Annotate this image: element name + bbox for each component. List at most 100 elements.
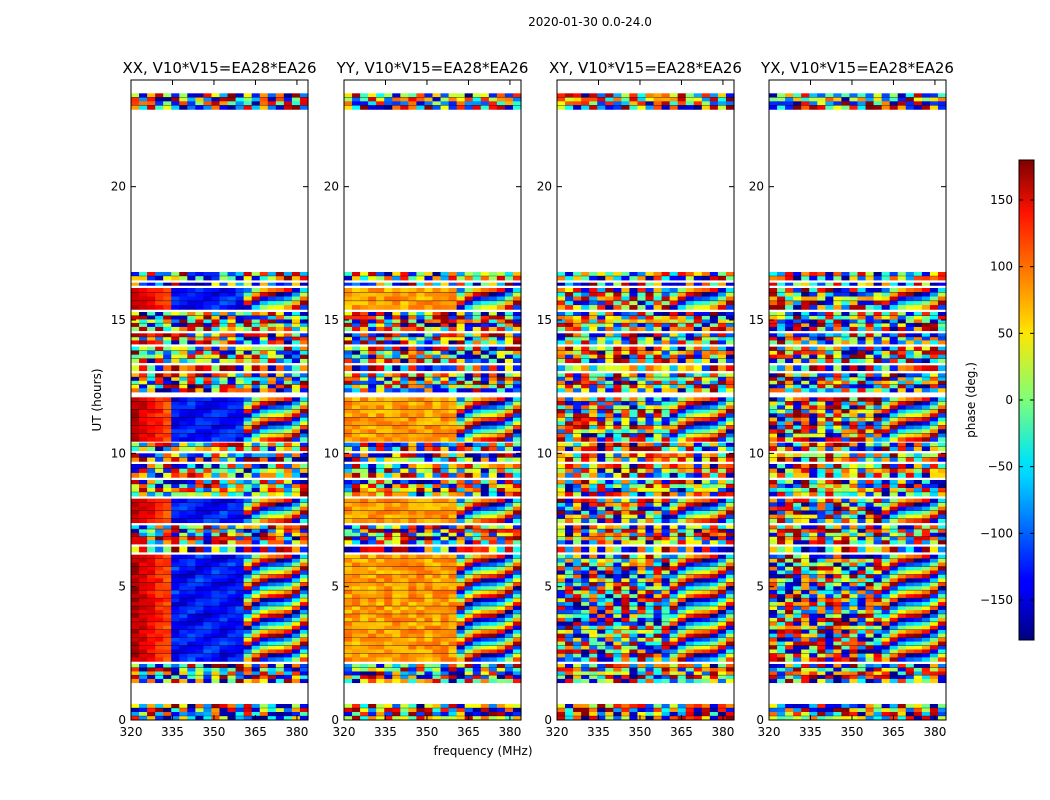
data-band — [557, 282, 735, 286]
data-band — [557, 442, 735, 452]
y-tick-label: 10 — [324, 446, 339, 460]
data-band — [344, 333, 522, 345]
figure-suptitle: 2020-01-30 0.0-24.0 — [528, 15, 652, 29]
y-tick-label: 5 — [118, 580, 126, 594]
data-band — [344, 664, 522, 684]
data-band — [344, 272, 522, 281]
x-tick-label: 380 — [498, 725, 521, 739]
data-band — [557, 554, 735, 662]
panels-group: XX, V10*V15=EA28*EA26 320 335 350 365 380 0 5 10… — [111, 59, 954, 739]
y-tick-label: 20 — [324, 180, 339, 194]
x-tick-label: 320 — [546, 725, 569, 739]
data-band — [769, 373, 947, 393]
data-band — [131, 272, 309, 281]
x-tick-label: 320 — [333, 725, 356, 739]
data-band — [557, 464, 735, 478]
panel-3: XY, V10*V15=EA28*EA26 320 335 350 365 380 0 5 10… — [537, 59, 742, 739]
y-tick-label: 15 — [749, 313, 764, 327]
data-band — [344, 397, 522, 442]
colorbar-tick-label: 100 — [990, 260, 1013, 274]
data-band — [557, 664, 735, 684]
colorbar-tick-label: 150 — [990, 193, 1013, 207]
panel-4: YX, V10*V15=EA28*EA26 320 335 350 365 380 0 5 10… — [749, 59, 954, 739]
data-band — [769, 480, 947, 497]
data-band — [344, 288, 522, 310]
data-band — [344, 442, 522, 452]
x-tick-label: 350 — [841, 725, 864, 739]
data-band — [131, 453, 309, 462]
data-band — [344, 373, 522, 393]
data-band — [769, 272, 947, 281]
data-band — [131, 312, 309, 332]
y-tick-label: 5 — [331, 580, 339, 594]
data-band — [557, 288, 735, 310]
data-band — [769, 704, 947, 721]
y-tick-label: 20 — [537, 180, 552, 194]
data-band — [344, 312, 522, 332]
data-band — [769, 93, 947, 110]
data-band — [557, 453, 735, 462]
y-tick-label: 0 — [756, 713, 764, 727]
data-band — [344, 453, 522, 462]
data-band — [131, 333, 309, 345]
colorbar-label: phase (deg.) — [964, 362, 978, 438]
x-tick-label: 335 — [587, 725, 610, 739]
data-band — [131, 464, 309, 478]
data-band — [557, 333, 735, 345]
data-band — [769, 664, 947, 684]
data-band — [344, 704, 522, 721]
y-tick-label: 10 — [749, 446, 764, 460]
y-tick-label: 0 — [331, 713, 339, 727]
y-tick-label: 15 — [111, 313, 126, 327]
panel-1: XX, V10*V15=EA28*EA26 320 335 350 365 380 0 5 10… — [111, 59, 317, 739]
data-band — [131, 365, 309, 372]
data-band — [769, 442, 947, 452]
panel-title: XX, V10*V15=EA28*EA26 — [122, 59, 316, 77]
y-tick-label: 20 — [111, 180, 126, 194]
colorbar-tick-label: 50 — [998, 326, 1013, 340]
data-band — [557, 546, 735, 553]
data-band — [557, 498, 735, 524]
data-band — [131, 397, 309, 442]
data-band — [131, 480, 309, 497]
y-tick-label: 15 — [324, 313, 339, 327]
y-tick-label: 5 — [756, 580, 764, 594]
data-band — [769, 554, 947, 662]
x-tick-label: 320 — [120, 725, 143, 739]
data-band — [557, 704, 735, 721]
colorbar-tick-label: 0 — [1005, 393, 1013, 407]
data-band — [344, 464, 522, 478]
data-band — [344, 498, 522, 524]
x-tick-label: 365 — [244, 725, 267, 739]
data-band — [131, 442, 309, 452]
panel-2: YY, V10*V15=EA28*EA26 320 335 350 365 380 0 5 10… — [324, 59, 529, 739]
data-band — [769, 498, 947, 524]
x-tick-label: 335 — [161, 725, 184, 739]
data-band — [769, 333, 947, 345]
colorbar-ticks: 150 100 50 0 −50 −100 −150 — [980, 193, 1034, 607]
y-tick-label: 5 — [544, 580, 552, 594]
x-axis-label: frequency (MHz) — [433, 744, 532, 758]
data-band — [769, 546, 947, 553]
y-tick-label: 10 — [111, 446, 126, 460]
data-band — [131, 525, 309, 545]
data-band — [131, 373, 309, 393]
y-tick-label: 0 — [118, 713, 126, 727]
data-band — [557, 373, 735, 393]
plot-frame — [768, 79, 947, 721]
x-tick-label: 380 — [923, 725, 946, 739]
data-band — [344, 346, 522, 364]
colorbar-tick-label: −100 — [980, 526, 1013, 540]
data-band — [344, 365, 522, 372]
plot-frame — [556, 79, 735, 721]
data-band — [344, 554, 522, 662]
colorbar-tick-label: −150 — [980, 593, 1013, 607]
x-tick-label: 380 — [285, 725, 308, 739]
colorbar-tick-label: −50 — [988, 460, 1013, 474]
data-band — [344, 282, 522, 286]
data-band — [131, 346, 309, 364]
colorbar: 150 100 50 0 −50 −100 −150 phase (deg.) — [964, 159, 1035, 641]
data-band — [131, 282, 309, 286]
data-band — [769, 288, 947, 310]
